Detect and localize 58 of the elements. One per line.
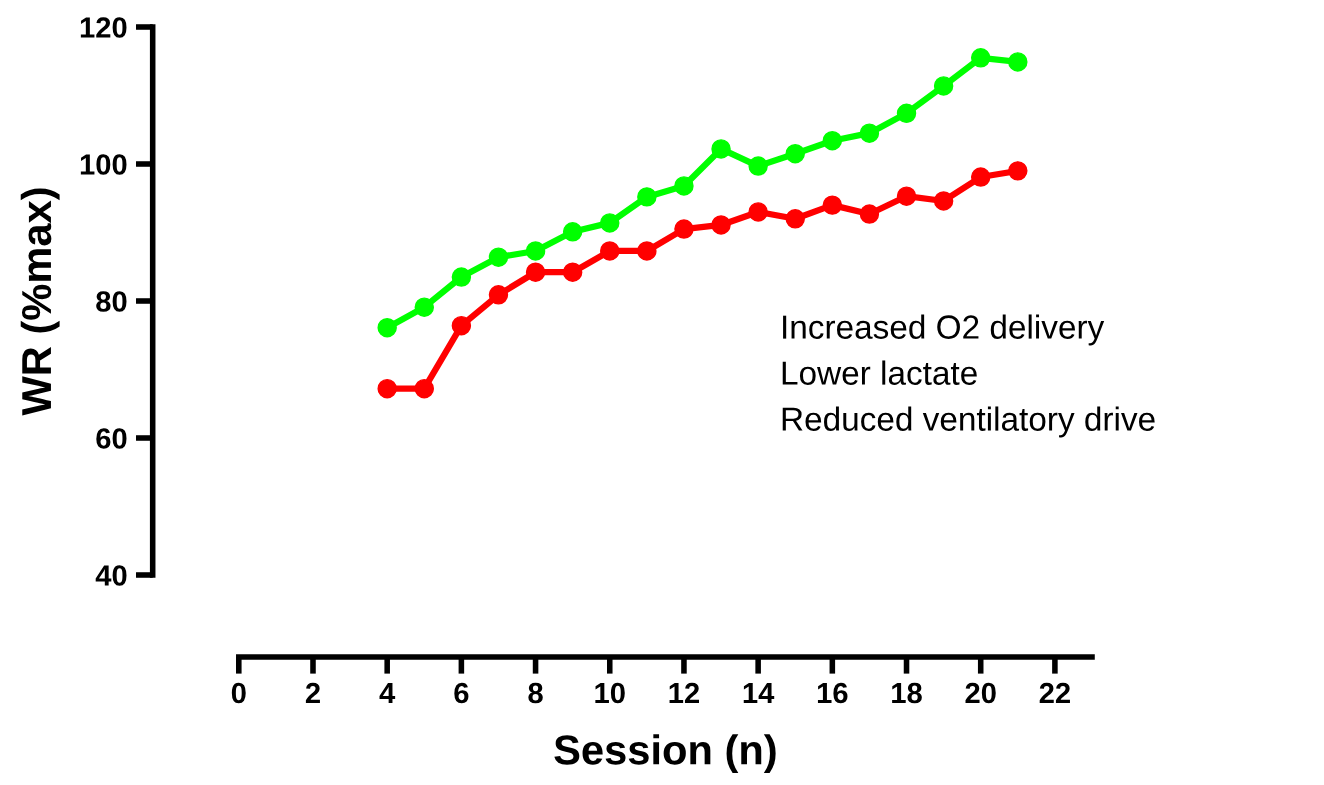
point	[896, 186, 917, 206]
point	[711, 215, 731, 235]
point	[488, 247, 509, 267]
y-axis-title: WR (%max)	[20, 188, 60, 416]
point	[933, 191, 954, 211]
point	[785, 209, 805, 229]
x-tick-label: 20	[965, 682, 996, 704]
point	[785, 144, 805, 164]
point	[859, 123, 880, 143]
point	[896, 103, 917, 124]
point	[822, 130, 843, 151]
point	[637, 187, 657, 207]
y-tick-label: 60	[96, 428, 127, 449]
annotation: Lower lactate	[782, 360, 977, 385]
point	[1008, 161, 1028, 181]
x-tick-label: 14	[743, 683, 775, 704]
x-tick-label: 0	[231, 682, 246, 704]
point	[525, 262, 546, 282]
point	[600, 213, 620, 233]
x-tick-label: 4	[379, 683, 396, 704]
point	[859, 204, 880, 224]
x-axis-title: Session (n)	[554, 734, 776, 773]
point	[600, 241, 620, 261]
point	[822, 195, 843, 215]
point	[377, 317, 397, 338]
x-tick-label: 10	[595, 682, 625, 704]
point	[674, 219, 694, 239]
point	[414, 297, 435, 317]
y-tick-label: 40	[95, 565, 127, 586]
annotation: Increased O2 delivery	[783, 314, 1105, 346]
point	[637, 241, 657, 261]
point	[488, 285, 509, 305]
point	[970, 48, 991, 68]
y-tick-label: 80	[96, 291, 127, 312]
x-tick-label: 6	[454, 682, 469, 704]
point	[674, 176, 694, 196]
point	[451, 315, 472, 336]
point	[525, 241, 546, 261]
point	[933, 76, 954, 96]
point	[562, 222, 583, 242]
point	[562, 262, 583, 282]
point	[970, 167, 991, 187]
x-tick-label: 22	[1039, 682, 1070, 704]
y-tick-label: 120	[80, 17, 127, 38]
point	[414, 378, 435, 399]
point	[748, 156, 768, 176]
point	[377, 378, 397, 399]
x-tick-label: 16	[817, 682, 848, 704]
annotation: Reduced ventilatory drive	[782, 406, 1155, 438]
point	[1008, 52, 1028, 72]
x-tick-label: 2	[305, 682, 320, 704]
point	[451, 267, 472, 287]
point	[711, 139, 731, 159]
x-tick-label: 12	[669, 682, 699, 704]
x-tick-label: 18	[892, 682, 922, 704]
x-tick-label: 8	[528, 682, 543, 704]
point	[748, 202, 768, 222]
y-tick-label: 100	[80, 154, 127, 175]
